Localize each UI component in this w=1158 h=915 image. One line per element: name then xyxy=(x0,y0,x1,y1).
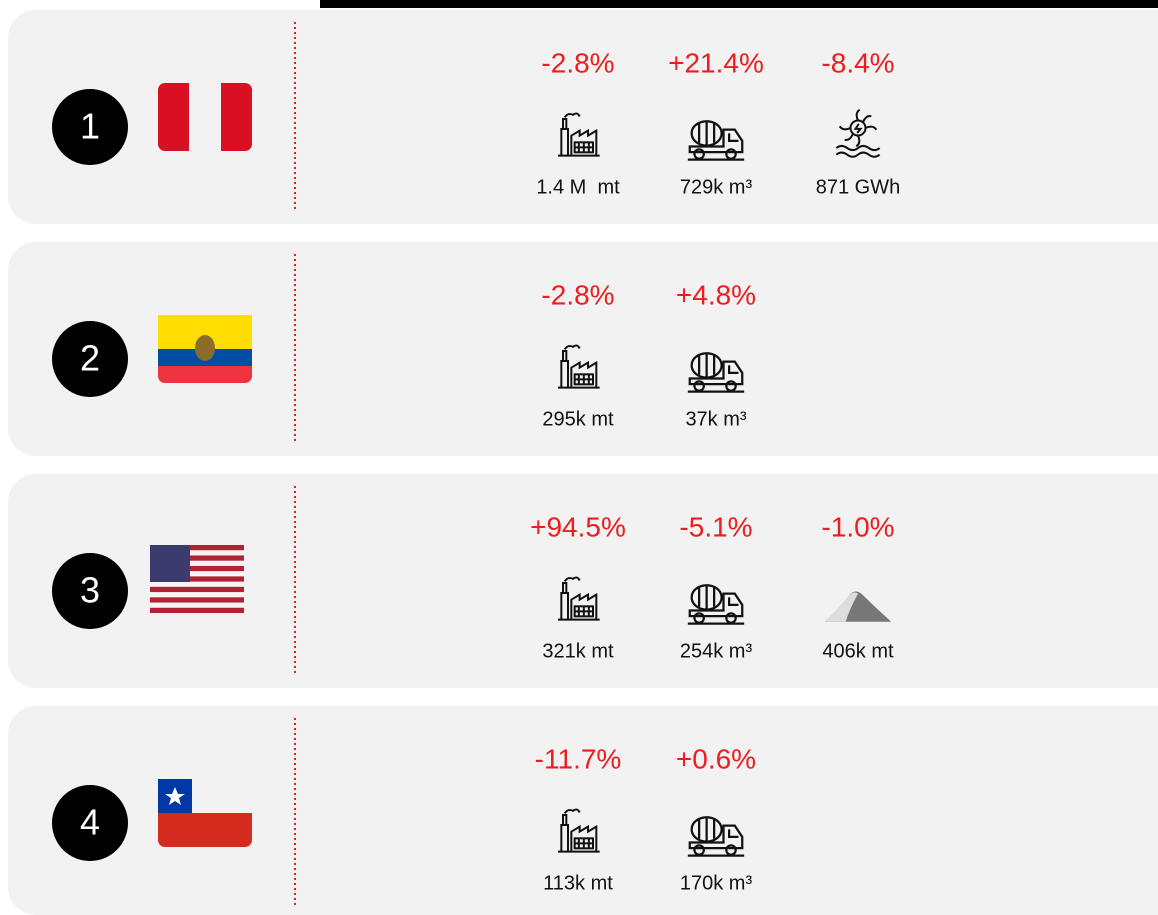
metric-change: -5.1% xyxy=(679,511,752,542)
metric-value: 37k m³ xyxy=(685,408,746,430)
metric-change: +0.6% xyxy=(676,743,756,774)
metric-value: 1.4 M mt xyxy=(536,176,620,198)
flag-star xyxy=(165,787,185,805)
metric-value: 254k m³ xyxy=(680,640,753,662)
rank-number: 1 xyxy=(80,106,100,147)
country-row: 3 +94.5% 321k mt -5.1% 254k m³ -1.0% 406k mt xyxy=(8,474,1158,688)
rank-number: 4 xyxy=(80,802,100,843)
flag-stripe xyxy=(150,545,244,551)
metric-value: 406k mt xyxy=(822,640,894,662)
rank-badge xyxy=(52,321,128,397)
country-row: 2 -2.8% 295k mt +4.8% 37k m³ xyxy=(8,242,1158,456)
rank-badge xyxy=(52,553,128,629)
flag-stripe xyxy=(150,586,244,593)
flag-stripe xyxy=(189,83,221,151)
flag-stripe xyxy=(150,565,244,572)
rank-number: 3 xyxy=(80,570,100,611)
metric-value: 321k mt xyxy=(542,640,614,662)
metric-value: 295k mt xyxy=(542,408,614,430)
metric-value: 170k m³ xyxy=(680,872,753,894)
metric-change: -2.8% xyxy=(541,279,614,310)
country-row: 1 -2.8% 1.4 M mt +21.4% 729k m³ -8.4% 871 GWh xyxy=(8,10,1158,224)
metric-change: -1.0% xyxy=(821,511,894,542)
rank-badge xyxy=(52,785,128,861)
metric-change: +94.5% xyxy=(530,511,626,542)
metric-value: 729k m³ xyxy=(680,176,753,198)
metric-change: -11.7% xyxy=(535,743,622,774)
rank-number: 2 xyxy=(80,338,100,379)
flag-emblem xyxy=(195,335,215,361)
flag-stripe xyxy=(150,576,244,582)
metric-value: 113k mt xyxy=(543,872,613,894)
rank-badge xyxy=(52,89,128,165)
metric-value: 871 GWh xyxy=(816,176,900,198)
metric-change: -8.4% xyxy=(821,47,894,78)
flag-stripe xyxy=(150,607,244,613)
flag-stripe xyxy=(150,597,244,603)
metric-change: -2.8% xyxy=(541,47,614,78)
flag-stripe xyxy=(150,555,244,561)
country-row: 4 -11.7% 113k mt +0.6% 170k m³ xyxy=(8,706,1158,915)
metric-change: +4.8% xyxy=(676,279,756,310)
metric-change: +21.4% xyxy=(668,47,764,78)
top-bar xyxy=(320,0,1158,8)
flag-canton xyxy=(150,545,190,582)
